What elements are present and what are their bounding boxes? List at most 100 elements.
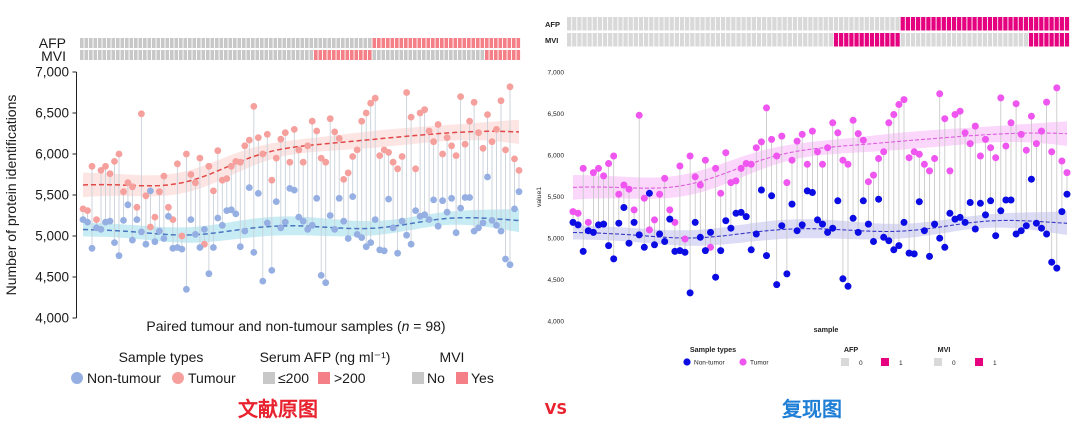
tumour-point [147, 223, 154, 231]
mvi-cell [147, 50, 152, 60]
mvi-cell [80, 50, 84, 60]
non-tumour-point [151, 238, 159, 246]
afp-cell [685, 17, 690, 31]
mvi-cell [134, 50, 138, 60]
non-tumour-point [849, 214, 857, 222]
mvi-cell [156, 50, 161, 60]
mvi-cell [129, 50, 134, 60]
legend-afp-low-label: ≤200 [278, 370, 309, 386]
mvi-cell [1039, 33, 1044, 47]
mvi-cell [726, 33, 731, 47]
tumour-point [595, 164, 602, 172]
legend-mvi-no-swatch [412, 372, 424, 384]
tumour-point [470, 98, 478, 106]
non-tumour-point [389, 224, 397, 232]
tumour-point [880, 148, 888, 156]
mvi-cell [946, 33, 952, 47]
non-tumour-point [610, 255, 618, 263]
afp-cell [567, 17, 572, 31]
tumour-point [976, 152, 984, 160]
tumour-point [290, 125, 298, 133]
afp-cell [422, 38, 426, 48]
tumour-point [183, 150, 190, 158]
non-tumour-point [844, 282, 852, 290]
mvi-cell [174, 50, 179, 60]
mvi-cell [197, 50, 201, 60]
afp-cell [818, 17, 823, 31]
afp-cell [431, 38, 435, 48]
mvi-cell [480, 50, 485, 60]
non-tumour-point [778, 222, 786, 230]
non-tumour-trend-line [82, 216, 520, 236]
tumour-point [798, 130, 806, 138]
y-tick-label: 7,000 [35, 65, 69, 80]
y-tick-label: 7,000 [547, 70, 564, 77]
tumour-point [138, 110, 145, 118]
tumour-point [824, 144, 832, 152]
tumour-point [497, 97, 505, 105]
afp-cell [453, 38, 458, 48]
mvi-cell [282, 50, 287, 60]
afp-cell [413, 38, 417, 48]
afp-cell [179, 38, 183, 48]
y-tick-label: 4,500 [547, 277, 564, 284]
non-tumour-point [380, 247, 388, 255]
mvi-cell [602, 33, 608, 47]
non-tumour-point [890, 246, 898, 254]
mvi-cell [777, 33, 782, 47]
non-tumour-point [205, 270, 213, 278]
non-tumour-point [421, 211, 428, 219]
tumour-point [479, 144, 487, 152]
mvi-cell [111, 50, 116, 60]
tumour-point [304, 142, 312, 150]
mvi-cell [710, 33, 715, 47]
legend-afp-high-label: 1 [899, 360, 903, 367]
tumour-point [926, 167, 933, 175]
mvi-cell [143, 50, 147, 60]
mvi-cell [152, 50, 156, 60]
afp-cell [84, 38, 89, 48]
afp-cell [1044, 17, 1049, 31]
tumour-point [671, 218, 679, 226]
non-tumour-point [640, 243, 648, 251]
afp-cell [874, 17, 880, 31]
mvi-cell [967, 33, 972, 47]
non-tumour-point [625, 239, 633, 247]
afp-cell [746, 17, 751, 31]
tumour-point [839, 156, 847, 164]
non-tumour-point [946, 209, 954, 217]
tumour-point [752, 144, 760, 152]
non-tumour-point [645, 189, 653, 197]
tumour-point [630, 206, 638, 214]
mvi-cell [1064, 33, 1070, 47]
mvi-cell [116, 50, 120, 60]
tumour-point [681, 235, 689, 243]
mvi-cell [516, 50, 521, 60]
non-tumour-point [210, 244, 217, 251]
afp-cell [471, 38, 476, 48]
non-tumour-point [412, 207, 419, 215]
mvi-cell [664, 33, 669, 47]
afp-cell [134, 38, 138, 48]
afp-cell [350, 38, 354, 48]
afp-cell [129, 38, 134, 48]
afp-cell [516, 38, 521, 48]
non-tumour-point [466, 194, 473, 201]
afp-cell [165, 38, 170, 48]
afp-cell [756, 17, 762, 31]
mvi-cell [900, 33, 905, 47]
tumour-point [834, 129, 842, 137]
tumour-point [1002, 142, 1010, 150]
afp-cell [731, 17, 736, 31]
y-tick-label: 4,500 [35, 270, 69, 285]
tumour-point [385, 149, 392, 156]
afp-strip-label: AFP [39, 35, 66, 51]
mvi-cell [399, 50, 404, 60]
mvi-cell [273, 50, 278, 60]
non-tumour-point [331, 226, 339, 233]
mvi-cell [818, 33, 823, 47]
afp-cell [895, 17, 900, 31]
non-tumour-point [1027, 175, 1035, 183]
non-tumour-point [147, 187, 154, 195]
afp-cell [440, 38, 444, 48]
